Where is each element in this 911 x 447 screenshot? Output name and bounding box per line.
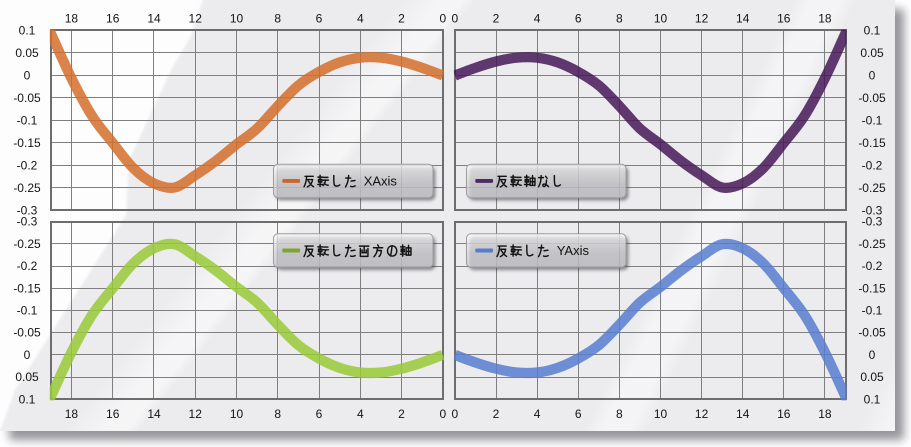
svg-text:18: 18: [65, 12, 79, 26]
svg-text:0.05: 0.05: [860, 370, 884, 384]
svg-text:0.05: 0.05: [860, 46, 884, 60]
svg-text:0.1: 0.1: [19, 392, 36, 406]
svg-text:-0.2: -0.2: [862, 259, 883, 273]
svg-text:0: 0: [869, 348, 876, 362]
svg-text:-0.25: -0.25: [13, 237, 41, 251]
svg-text:0.05: 0.05: [15, 370, 39, 384]
svg-text:0: 0: [452, 407, 459, 421]
svg-text:0: 0: [869, 69, 876, 83]
svg-text:0: 0: [439, 407, 446, 421]
svg-text:8: 8: [616, 12, 623, 26]
svg-text:0.1: 0.1: [864, 24, 881, 38]
svg-text:14: 14: [736, 12, 750, 26]
svg-text:-0.25: -0.25: [858, 237, 886, 251]
svg-text:-0.05: -0.05: [13, 91, 41, 105]
svg-text:6: 6: [575, 12, 582, 26]
svg-text:8: 8: [274, 407, 281, 421]
svg-text:-0.3: -0.3: [17, 203, 38, 217]
svg-text:12: 12: [695, 12, 709, 26]
svg-text:-0.1: -0.1: [862, 114, 883, 128]
svg-text:4: 4: [534, 407, 541, 421]
svg-text:16: 16: [777, 407, 791, 421]
svg-text:8: 8: [616, 407, 623, 421]
svg-text:2: 2: [493, 12, 500, 26]
svg-text:-0.1: -0.1: [17, 304, 38, 318]
svg-text:0: 0: [439, 12, 446, 26]
svg-text:-0.3: -0.3: [862, 215, 883, 229]
svg-text:16: 16: [777, 12, 791, 26]
svg-text:-0.05: -0.05: [13, 326, 41, 340]
svg-text:6: 6: [316, 407, 323, 421]
svg-text:XAxis: XAxis: [364, 174, 398, 189]
svg-text:10: 10: [654, 407, 668, 421]
svg-text:16: 16: [106, 12, 120, 26]
svg-text:18: 18: [818, 407, 832, 421]
svg-text:0: 0: [24, 348, 31, 362]
svg-text:12: 12: [189, 407, 203, 421]
svg-text:10: 10: [230, 407, 244, 421]
svg-text:YAxis: YAxis: [557, 243, 590, 258]
svg-text:-0.25: -0.25: [13, 181, 41, 195]
svg-text:2: 2: [493, 407, 500, 421]
svg-text:2: 2: [398, 12, 405, 26]
svg-text:0.1: 0.1: [864, 392, 881, 406]
svg-text:-0.1: -0.1: [862, 304, 883, 318]
svg-text:4: 4: [357, 407, 364, 421]
svg-text:0.1: 0.1: [19, 24, 36, 38]
svg-text:14: 14: [147, 12, 161, 26]
svg-text:6: 6: [316, 12, 323, 26]
svg-text:4: 4: [534, 12, 541, 26]
svg-text:6: 6: [575, 407, 582, 421]
svg-text:16: 16: [106, 407, 120, 421]
svg-text:-0.2: -0.2: [17, 259, 38, 273]
svg-text:12: 12: [189, 12, 203, 26]
svg-text:-0.15: -0.15: [13, 281, 41, 295]
svg-text:14: 14: [736, 407, 750, 421]
svg-text:18: 18: [65, 407, 79, 421]
svg-text:-0.2: -0.2: [17, 158, 38, 172]
svg-text:2: 2: [398, 407, 405, 421]
svg-text:0: 0: [24, 69, 31, 83]
svg-text:-0.2: -0.2: [862, 158, 883, 172]
svg-text:-0.25: -0.25: [858, 181, 886, 195]
svg-text:12: 12: [695, 407, 709, 421]
svg-text:10: 10: [654, 12, 668, 26]
svg-text:-0.3: -0.3: [862, 203, 883, 217]
svg-text:-0.15: -0.15: [13, 136, 41, 150]
svg-text:-0.15: -0.15: [858, 281, 886, 295]
svg-text:0.05: 0.05: [15, 46, 39, 60]
svg-text:18: 18: [818, 12, 832, 26]
svg-text:-0.1: -0.1: [17, 114, 38, 128]
svg-text:0: 0: [452, 12, 459, 26]
svg-text:4: 4: [357, 12, 364, 26]
svg-text:8: 8: [274, 12, 281, 26]
svg-text:14: 14: [147, 407, 161, 421]
svg-text:-0.05: -0.05: [858, 326, 886, 340]
svg-text:10: 10: [230, 12, 244, 26]
svg-text:-0.3: -0.3: [17, 215, 38, 229]
svg-text:-0.15: -0.15: [858, 136, 886, 150]
svg-text:-0.05: -0.05: [858, 91, 886, 105]
